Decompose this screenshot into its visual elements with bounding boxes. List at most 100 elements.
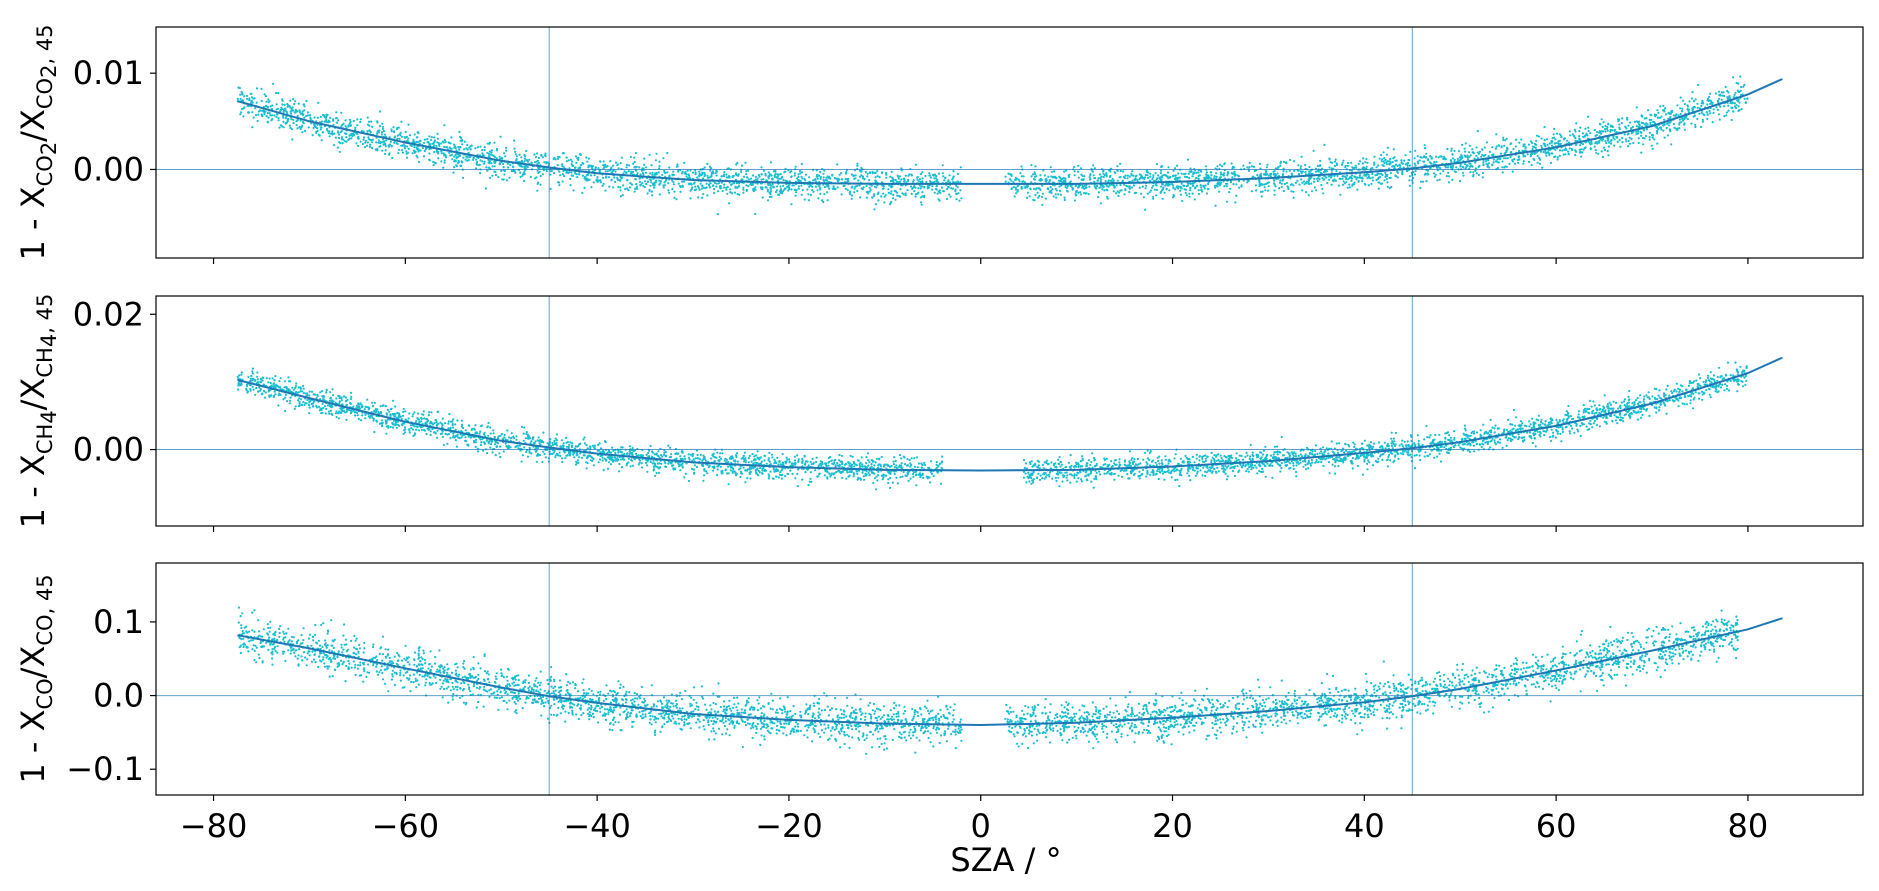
scatter-point (1267, 174, 1270, 177)
scatter-point (1514, 138, 1518, 141)
scatter-point (450, 153, 453, 156)
scatter-point (1542, 142, 1545, 145)
scatter-point (885, 176, 888, 179)
scatter-point (822, 176, 825, 179)
scatter-point (1482, 159, 1485, 162)
scatter-point (1159, 172, 1162, 175)
scatter-point (1073, 174, 1076, 177)
scatter-point (1172, 169, 1175, 172)
scatter-point (867, 459, 870, 462)
scatter-point (1266, 163, 1269, 166)
scatter-point (466, 156, 469, 159)
scatter-point (258, 386, 261, 389)
scatter-point (828, 187, 831, 190)
scatter-point (1322, 178, 1325, 181)
scatter-point (1208, 176, 1211, 179)
scatter-point (1504, 151, 1507, 154)
scatter-point (698, 188, 701, 191)
scatter-point (1686, 118, 1689, 121)
scatter-point (809, 184, 813, 187)
scatter-point (1343, 182, 1346, 185)
scatter-point (567, 446, 570, 450)
scatter-point (1429, 155, 1432, 158)
scatter-point (649, 172, 652, 175)
scatter-point (1382, 151, 1385, 154)
scatter-point (285, 110, 288, 113)
scatter-point (1166, 171, 1169, 174)
scatter-point (949, 195, 952, 198)
scatter-point (790, 203, 793, 206)
scatter-point (950, 187, 953, 190)
scatter-point (1538, 157, 1541, 160)
scatter-point (826, 199, 829, 202)
scatter-point (681, 170, 684, 173)
scatter-point (1115, 192, 1118, 195)
scatter-point (1701, 120, 1704, 123)
scatter-point (628, 186, 632, 189)
scatter-point (861, 175, 865, 178)
scatter-point (914, 186, 917, 189)
scatter-point (255, 101, 258, 104)
scatter-point (695, 188, 698, 191)
scatter-point (1151, 178, 1154, 181)
scatter-point (586, 160, 589, 163)
scatter-point (671, 179, 674, 182)
scatter-point (399, 134, 402, 137)
scatter-point (1386, 185, 1389, 188)
scatter-point (1148, 179, 1151, 182)
scatter-point (535, 152, 539, 155)
scatter-point (350, 132, 353, 135)
scatter-point (648, 153, 651, 156)
scatter-point (1142, 196, 1145, 199)
scatter-point (790, 188, 793, 191)
scatter-point (1203, 187, 1206, 190)
scatter-point (297, 102, 300, 105)
scatter-point (650, 181, 653, 184)
scatter-point (1282, 160, 1286, 163)
scatter-point (596, 180, 599, 183)
scatter-point (493, 141, 496, 144)
scatter-point (283, 386, 286, 389)
scatter-point (1308, 170, 1311, 173)
scatter-point (1119, 169, 1122, 173)
scatter-point (1546, 151, 1549, 154)
scatter-point (493, 170, 496, 173)
scatter-point (709, 182, 712, 185)
scatter-point (1266, 173, 1269, 176)
scatter-point (557, 181, 561, 184)
scatter-point (658, 179, 661, 182)
scatter-point (1346, 186, 1349, 189)
scatter-point (275, 103, 278, 106)
scatter-point (1058, 189, 1062, 192)
scatter-point (936, 192, 939, 195)
scatter-point (1108, 184, 1111, 187)
scatter-point (1482, 154, 1485, 157)
scatter-point (841, 178, 844, 181)
scatter-point (649, 184, 652, 187)
scatter-point (1667, 124, 1671, 127)
scatter-point (752, 190, 755, 193)
scatter-point (349, 124, 352, 127)
scatter-point (1071, 186, 1074, 189)
scatter-point (1010, 187, 1013, 191)
scatter-point (1159, 176, 1162, 179)
scatter-point (1055, 189, 1058, 192)
scatter-point (422, 155, 426, 158)
scatter-point (662, 157, 665, 160)
scatter-point (636, 187, 639, 190)
scatter-point (268, 100, 271, 103)
scatter-point (779, 192, 782, 195)
scatter-point (571, 174, 575, 177)
scatter-point (682, 180, 686, 183)
scatter-point (243, 106, 246, 109)
scatter-point (1641, 115, 1644, 118)
scatter-point (359, 140, 362, 143)
scatter-point (255, 113, 258, 117)
scatter-point (1475, 172, 1478, 175)
scatter-point (1626, 116, 1629, 119)
scatter-point (1544, 149, 1547, 152)
scatter-point (931, 185, 934, 188)
scatter-point (355, 142, 358, 145)
scatter-point (639, 183, 642, 187)
scatter-point (1676, 127, 1679, 130)
